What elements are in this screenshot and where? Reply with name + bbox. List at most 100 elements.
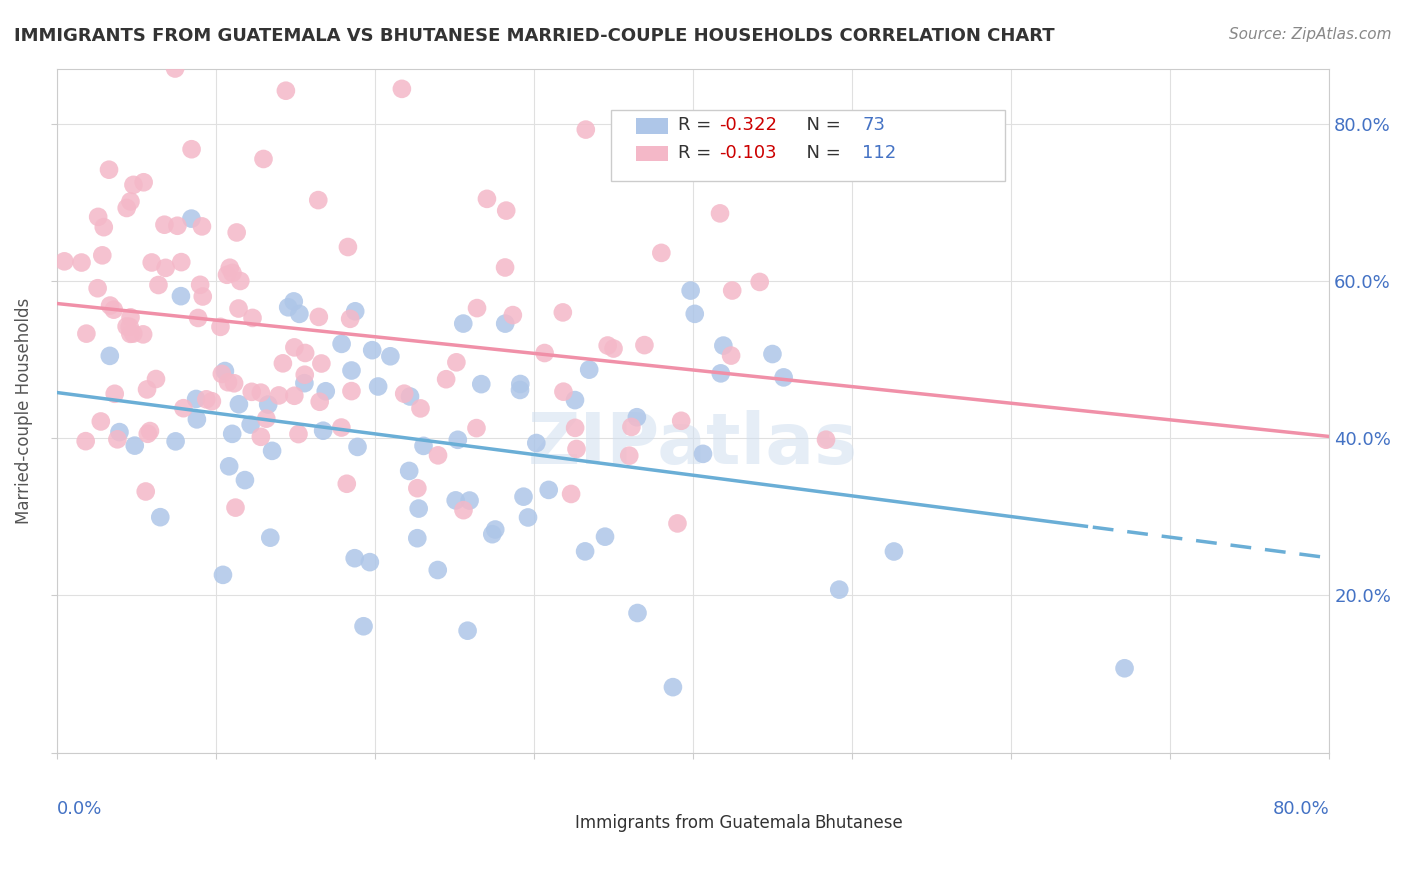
Point xyxy=(214,364,236,378)
Text: 80.0%: 80.0% xyxy=(1272,800,1329,819)
Point xyxy=(91,248,114,262)
Point xyxy=(399,390,422,404)
Point xyxy=(340,363,363,377)
Point xyxy=(359,555,381,569)
Point xyxy=(361,343,384,358)
Point xyxy=(308,394,330,409)
Point xyxy=(148,278,170,293)
Point xyxy=(218,260,240,275)
Point xyxy=(761,347,783,361)
Point xyxy=(560,487,582,501)
Point xyxy=(391,82,413,96)
Point xyxy=(215,268,238,282)
Point xyxy=(427,448,450,462)
Point xyxy=(53,254,76,268)
Point xyxy=(710,367,733,381)
Point xyxy=(620,420,643,434)
Point xyxy=(98,299,121,313)
Point xyxy=(602,342,624,356)
Point xyxy=(211,367,233,381)
Point xyxy=(564,421,586,435)
Point xyxy=(186,412,208,426)
Point xyxy=(136,426,159,441)
Point xyxy=(104,386,127,401)
Point xyxy=(344,304,367,318)
Text: IMMIGRANTS FROM GUATEMALA VS BHUTANESE MARRIED-COUPLE HOUSEHOLDS CORRELATION CHA: IMMIGRANTS FROM GUATEMALA VS BHUTANESE M… xyxy=(14,27,1054,45)
Point xyxy=(201,394,224,409)
Point xyxy=(346,440,368,454)
Point xyxy=(330,336,353,351)
Point xyxy=(225,226,247,240)
Point xyxy=(495,203,517,218)
FancyBboxPatch shape xyxy=(610,110,1005,181)
Point xyxy=(446,355,468,369)
Point xyxy=(191,289,214,303)
Text: Source: ZipAtlas.com: Source: ZipAtlas.com xyxy=(1229,27,1392,42)
Point xyxy=(277,300,299,314)
Point xyxy=(408,501,430,516)
Point xyxy=(139,424,162,438)
Point xyxy=(434,372,457,386)
Point xyxy=(307,193,329,207)
Point xyxy=(453,503,475,517)
Point xyxy=(336,476,359,491)
Point xyxy=(283,389,305,403)
Point xyxy=(262,443,284,458)
Point xyxy=(683,307,706,321)
Point xyxy=(721,284,744,298)
Point xyxy=(87,210,110,224)
Text: R =: R = xyxy=(678,116,717,135)
Point xyxy=(409,401,432,416)
Point xyxy=(451,317,474,331)
Point xyxy=(380,349,402,363)
Point xyxy=(406,481,429,495)
Point xyxy=(98,349,121,363)
Point xyxy=(86,281,108,295)
Point xyxy=(145,372,167,386)
Point xyxy=(233,473,256,487)
Point xyxy=(340,384,363,398)
Point xyxy=(187,310,209,325)
Y-axis label: Married-couple Households: Married-couple Households xyxy=(15,297,32,524)
Point xyxy=(444,493,467,508)
Point xyxy=(184,392,207,406)
FancyBboxPatch shape xyxy=(636,145,668,161)
Point xyxy=(274,84,297,98)
Point xyxy=(650,245,672,260)
Point xyxy=(711,338,734,352)
Point xyxy=(124,439,146,453)
Point xyxy=(709,206,731,220)
Point xyxy=(339,311,361,326)
Point xyxy=(574,544,596,558)
Point xyxy=(457,624,479,638)
Point xyxy=(132,175,155,189)
Point xyxy=(218,459,240,474)
Point xyxy=(287,427,309,442)
Point xyxy=(475,192,498,206)
Point xyxy=(180,211,202,226)
Text: N =: N = xyxy=(794,144,846,161)
Point xyxy=(136,383,159,397)
Point xyxy=(149,510,172,524)
FancyBboxPatch shape xyxy=(636,119,668,134)
Point xyxy=(1114,661,1136,675)
Point xyxy=(120,310,142,325)
Text: -0.322: -0.322 xyxy=(718,116,776,135)
Point xyxy=(120,326,142,341)
Point xyxy=(75,434,97,449)
Point xyxy=(239,417,262,432)
Point xyxy=(669,414,692,428)
Point xyxy=(283,340,305,354)
Point xyxy=(367,379,389,393)
Point xyxy=(311,357,333,371)
Point xyxy=(662,680,685,694)
Text: -0.103: -0.103 xyxy=(718,144,776,161)
Point xyxy=(155,260,177,275)
Point xyxy=(170,289,193,303)
Point xyxy=(336,240,359,254)
Point xyxy=(250,385,273,400)
Point xyxy=(120,194,142,209)
Point xyxy=(294,346,316,360)
Point xyxy=(447,433,470,447)
Point xyxy=(679,284,702,298)
